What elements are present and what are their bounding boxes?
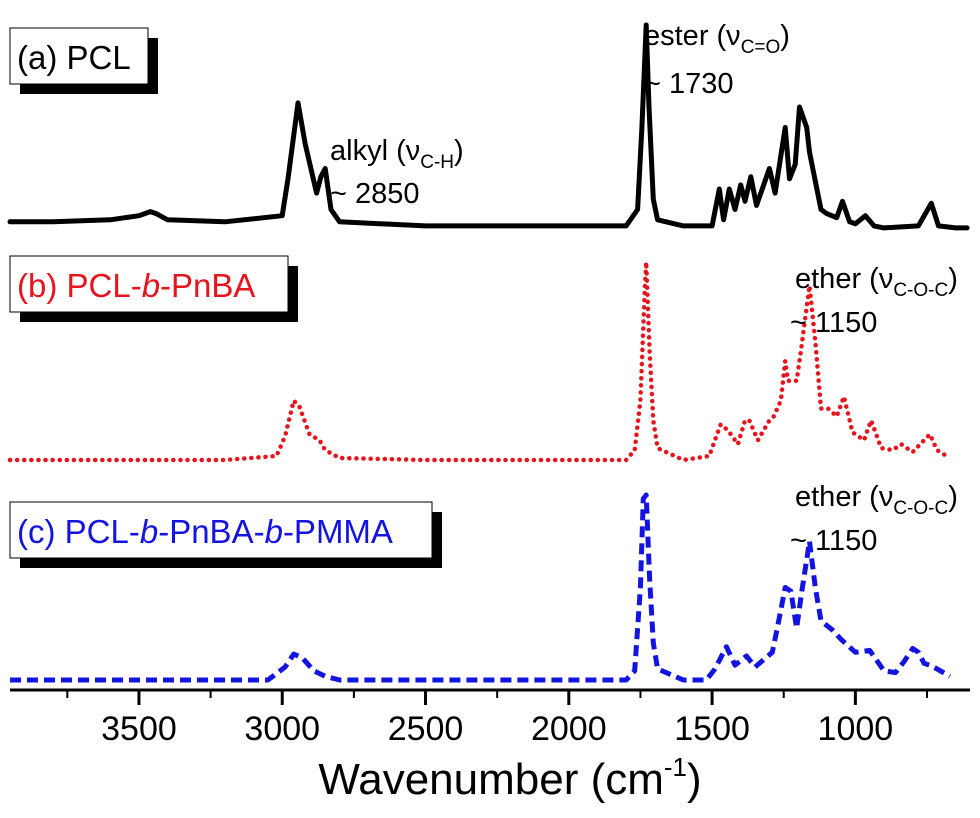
- x-tick-label-1000: 1000: [818, 710, 894, 748]
- x-axis-title: Wavenumber (cm-1): [318, 752, 701, 804]
- annotation-ether-b: ether (νC-O-C): [795, 263, 958, 301]
- annotation-alkyl: alkyl (νC-H): [330, 135, 464, 173]
- x-tick-label-2000: 2000: [531, 710, 607, 748]
- annotation-ether-c-value: ~ 1150: [790, 525, 877, 557]
- x-tick-label-3000: 3000: [244, 710, 320, 748]
- legend-box-b: (b) PCL-b-PnBA: [9, 255, 298, 322]
- annotation-ether-b-value: ~ 1150: [790, 307, 877, 339]
- series-line-a: [7, 22, 970, 231]
- x-tick-label-3500: 3500: [101, 710, 177, 748]
- annotation-ester: ester (νC=O): [644, 20, 790, 58]
- series-line-b: [7, 259, 953, 463]
- x-axis-ticks: 3500 3000 2500 2000 1500 1000: [66, 690, 929, 748]
- x-tick-label-2500: 2500: [388, 710, 464, 748]
- legend-box-c: (c) PCL-b-PnBA-b-PMMA: [9, 501, 442, 568]
- x-tick-label-1500: 1500: [674, 710, 750, 748]
- legend-label-b: (b) PCL-b-PnBA: [17, 267, 255, 304]
- x-axis-title-sup: -1: [664, 752, 687, 782]
- series-line-c: [10, 492, 952, 683]
- legend-box-a: (a) PCL: [9, 27, 158, 94]
- annotation-alkyl-value: ~ 2850: [330, 178, 420, 210]
- annotation-ether-c: ether (νC-O-C): [795, 481, 958, 519]
- legend-label-c: (c) PCL-b-PnBA-b-PMMA: [17, 513, 393, 550]
- series-layer: [7, 22, 970, 683]
- x-axis-title-close: ): [687, 755, 702, 804]
- annotation-ester-value: ~ 1730: [644, 68, 734, 100]
- legend-label-a: (a) PCL: [17, 39, 131, 76]
